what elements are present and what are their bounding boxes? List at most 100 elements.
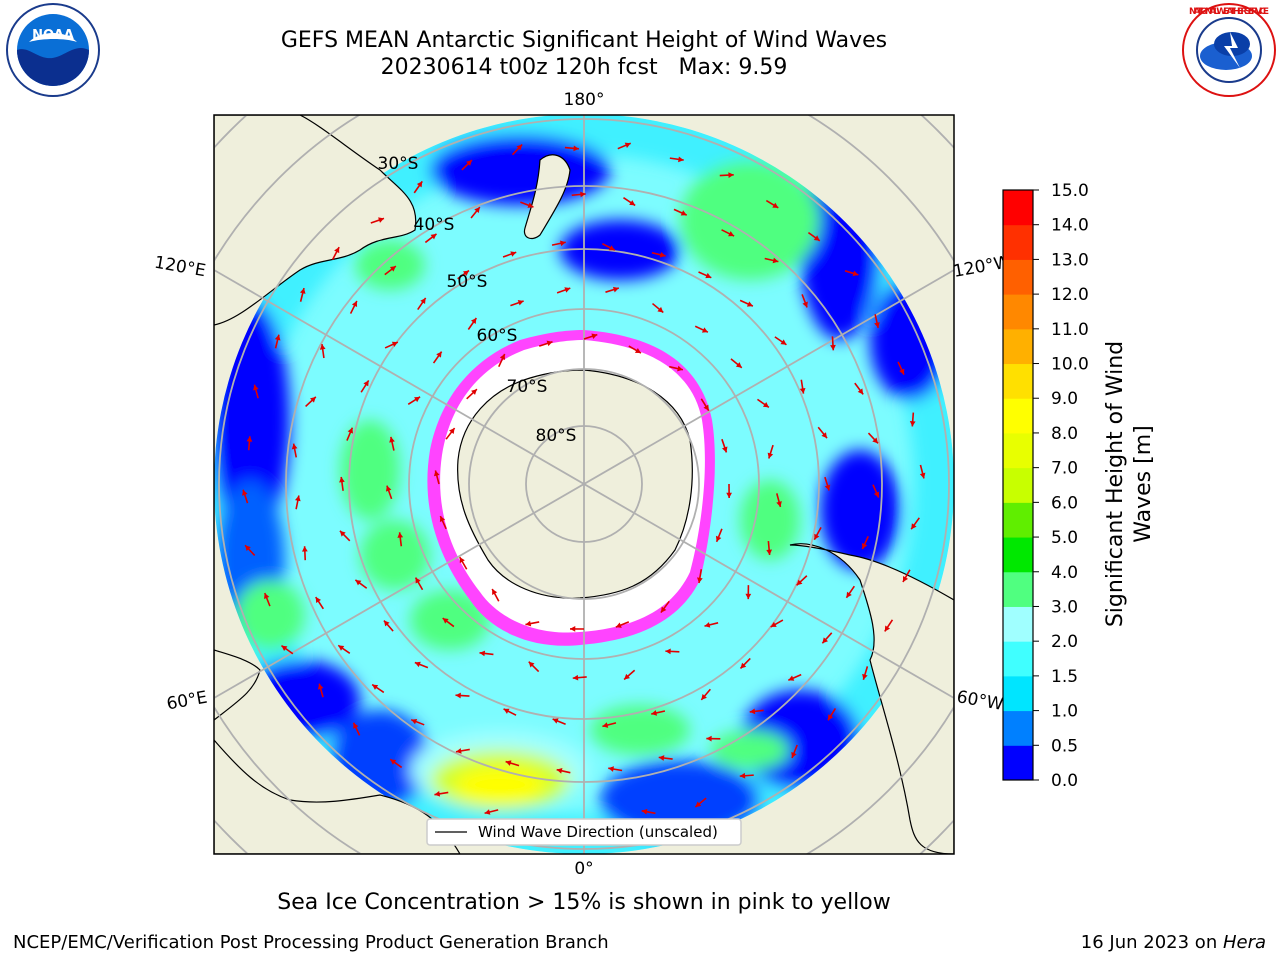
- wind-arrow-head: [791, 752, 797, 758]
- wind-arrow-head: [799, 387, 806, 394]
- wind-arrow-head: [884, 625, 891, 632]
- wind-arrow-head: [822, 637, 829, 644]
- colorbar-tick-label: 15.0: [1051, 181, 1089, 201]
- wind-arrow-head: [479, 650, 486, 657]
- wind-arrow-head: [391, 341, 398, 347]
- wind-direction-legend: Wind Wave Direction (unscaled): [426, 818, 742, 846]
- colorbar-label-line2: Waves [m]: [1131, 425, 1156, 542]
- lon-label-60w: 60°W: [955, 687, 1005, 715]
- colorbar-tick-label: 3.0: [1051, 597, 1078, 617]
- wind-arrow-head: [788, 675, 795, 681]
- wind-arrow-head: [264, 593, 270, 600]
- lon-label-180: 180°: [564, 90, 605, 110]
- wind-arrow-head: [390, 759, 397, 765]
- colorbar-tick-label: 5.0: [1051, 528, 1078, 548]
- wind-arrow-head: [525, 620, 532, 627]
- wind-arrow-head: [499, 353, 506, 360]
- wind-arrow-head: [909, 421, 916, 427]
- colorbar-tick-label: 2.0: [1051, 632, 1078, 652]
- wind-arrow-head: [821, 432, 828, 439]
- wind-arrow-head: [414, 396, 421, 403]
- wind-arrow-head: [706, 735, 712, 742]
- wind-arrow-head: [767, 452, 774, 459]
- lat-label-40s: 40°S: [414, 215, 455, 235]
- wind-arrow-head: [722, 446, 728, 453]
- colorbar-segment: [1003, 432, 1033, 469]
- wind-arrow-head: [347, 427, 353, 434]
- noaa-logo: NOAA: [6, 3, 100, 97]
- wind-arrow-head: [334, 247, 340, 254]
- wind-arrow-head: [852, 270, 859, 277]
- lat-label-70s: 70°S: [507, 377, 548, 397]
- wind-arrow-head: [624, 142, 631, 148]
- wind-arrow-head: [546, 340, 553, 347]
- wind-arrow-head: [528, 661, 535, 668]
- wind-arrow-head: [470, 317, 477, 324]
- wind-arrow-head: [911, 523, 917, 530]
- wind-arrow-head: [746, 301, 753, 307]
- colorbar-segment: [1003, 259, 1033, 295]
- wind-arrow-head: [665, 648, 671, 655]
- wind-arrow-head: [874, 322, 880, 328]
- noaa-logo-text: NOAA: [32, 28, 74, 43]
- wind-arrow-head: [242, 489, 248, 496]
- colorbar-segment: [1003, 467, 1033, 503]
- wind-arrow-head: [780, 339, 787, 345]
- colorbar-segment: [1003, 710, 1033, 746]
- colorbar-segment: [1003, 745, 1033, 781]
- wind-arrow-head: [317, 683, 324, 690]
- graticule: [214, 115, 954, 854]
- wind-arrow-head: [339, 530, 346, 537]
- wind-arrow-head: [570, 626, 576, 632]
- legend-label: Wind Wave Direction (unscaled): [478, 823, 718, 841]
- wind-arrow-head: [245, 545, 251, 552]
- wind-arrow-head: [434, 791, 441, 797]
- colorbar-segment: [1003, 675, 1033, 712]
- wind-arrow-head: [338, 645, 345, 651]
- wind-arrow-head: [762, 402, 769, 408]
- wind-arrow-head: [455, 748, 462, 754]
- wind-arrow-head: [657, 306, 664, 313]
- wind-arrow-head: [484, 809, 491, 815]
- colorbar-tick-label: 0.5: [1051, 736, 1078, 756]
- colorbar-segment: [1003, 190, 1033, 226]
- wind-arrow-head: [899, 368, 905, 375]
- wind-arrow-head: [814, 533, 820, 540]
- wind-arrow-head: [510, 251, 517, 257]
- colorbar-segment: [1003, 294, 1033, 330]
- wind-arrow-head: [527, 202, 534, 208]
- wind-arrow-head: [503, 708, 510, 714]
- colorbar-tick-label: 0.0: [1051, 771, 1078, 791]
- colorbar-tick-label: 13.0: [1051, 250, 1089, 270]
- wind-arrow-head: [315, 597, 321, 603]
- wind-arrow-head: [439, 516, 446, 523]
- chart-subtitle: 20230614 t00z 120h fcst Max: 9.59: [380, 55, 788, 80]
- wind-arrow-head: [449, 428, 455, 434]
- wind-arrow-head: [651, 710, 658, 716]
- wind-arrow-head: [770, 621, 777, 627]
- wind-arrow-head: [680, 210, 687, 216]
- wind-arrow-head: [353, 722, 359, 729]
- wind-arrow-head: [411, 718, 418, 725]
- wind-arrow-head: [740, 662, 747, 669]
- wind-arrow-head: [715, 535, 722, 542]
- wind-arrow-head: [602, 722, 609, 728]
- wind-arrow-head: [564, 287, 571, 293]
- wind-arrow-head: [827, 714, 834, 721]
- colorbar-segment: [1003, 537, 1033, 573]
- footer-date-text: 16 Jun 2023 on: [1080, 932, 1223, 953]
- wind-arrow-head: [389, 266, 396, 272]
- wind-arrow-head: [677, 365, 683, 372]
- wind-arrow-head: [351, 301, 358, 308]
- wind-arrow-head: [608, 766, 614, 772]
- wind-arrow-head: [612, 286, 619, 293]
- wind-arrow-head: [466, 160, 472, 166]
- wind-arrows: [242, 142, 926, 828]
- wind-arrow-head: [772, 257, 779, 264]
- wind-arrow-head: [274, 334, 281, 341]
- wind-arrow-head: [830, 344, 836, 351]
- wind-arrow-head: [658, 755, 665, 761]
- wind-arrow-head: [363, 380, 369, 387]
- wind-arrow-head: [580, 191, 586, 198]
- wind-arrow-head: [383, 620, 390, 627]
